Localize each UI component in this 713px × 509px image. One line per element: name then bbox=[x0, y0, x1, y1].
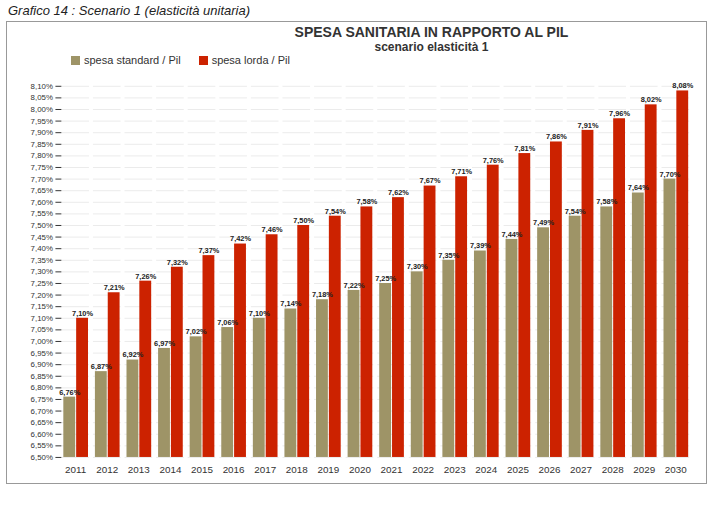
svg-text:7,45%: 7,45% bbox=[31, 233, 53, 242]
svg-text:2012: 2012 bbox=[96, 464, 118, 475]
svg-text:2023: 2023 bbox=[444, 464, 466, 475]
svg-text:2030: 2030 bbox=[665, 464, 687, 475]
svg-text:7,62%: 7,62% bbox=[388, 188, 409, 197]
svg-text:7,02%: 7,02% bbox=[186, 327, 207, 336]
svg-text:8,02%: 8,02% bbox=[641, 95, 662, 104]
svg-text:6,92%: 6,92% bbox=[122, 350, 143, 359]
svg-text:8,05%: 8,05% bbox=[31, 93, 53, 102]
svg-text:7,10%: 7,10% bbox=[31, 314, 53, 323]
svg-text:2029: 2029 bbox=[633, 464, 655, 475]
svg-text:7,50%: 7,50% bbox=[293, 216, 314, 225]
svg-text:7,06%: 7,06% bbox=[217, 318, 238, 327]
html-text:spesa lorda / Pil: spesa lorda / Pil bbox=[211, 54, 290, 66]
svg-text:8,10%: 8,10% bbox=[31, 82, 53, 91]
svg-text:7,35%: 7,35% bbox=[438, 251, 459, 260]
svg-text:7,20%: 7,20% bbox=[31, 291, 53, 300]
svg-text:7,67%: 7,67% bbox=[420, 176, 441, 185]
svg-text:8,00%: 8,00% bbox=[31, 105, 53, 114]
svg-text:7,85%: 7,85% bbox=[31, 140, 53, 149]
svg-text:2013: 2013 bbox=[128, 464, 150, 475]
svg-text:2016: 2016 bbox=[223, 464, 245, 475]
svg-text:6,65%: 6,65% bbox=[31, 418, 53, 427]
svg-text:7,10%: 7,10% bbox=[249, 309, 270, 318]
svg-text:7,14%: 7,14% bbox=[280, 299, 301, 308]
svg-text:7,44%: 7,44% bbox=[501, 230, 522, 239]
svg-text:2018: 2018 bbox=[286, 464, 308, 475]
svg-text:2019: 2019 bbox=[317, 464, 339, 475]
svg-text:2017: 2017 bbox=[254, 464, 276, 475]
svg-text:6,50%: 6,50% bbox=[31, 453, 53, 462]
svg-text:7,26%: 7,26% bbox=[135, 272, 156, 281]
svg-text:8,08%: 8,08% bbox=[672, 81, 693, 90]
svg-text:2014: 2014 bbox=[159, 464, 181, 475]
svg-text:7,25%: 7,25% bbox=[31, 279, 53, 288]
svg-text:2011: 2011 bbox=[65, 464, 86, 475]
svg-text:7,91%: 7,91% bbox=[578, 121, 599, 130]
svg-text:7,86%: 7,86% bbox=[546, 132, 567, 141]
svg-text:7,49%: 7,49% bbox=[533, 218, 554, 227]
svg-text:7,05%: 7,05% bbox=[31, 325, 53, 334]
svg-text:7,39%: 7,39% bbox=[470, 241, 491, 250]
svg-text:7,30%: 7,30% bbox=[407, 262, 428, 271]
svg-text:7,60%: 7,60% bbox=[31, 198, 53, 207]
svg-text:6,55%: 6,55% bbox=[31, 441, 53, 450]
svg-text:6,97%: 6,97% bbox=[154, 339, 175, 348]
svg-text:7,65%: 7,65% bbox=[31, 186, 53, 195]
svg-text:7,15%: 7,15% bbox=[31, 302, 53, 311]
svg-text:7,75%: 7,75% bbox=[31, 163, 53, 172]
svg-text:7,81%: 7,81% bbox=[514, 144, 535, 153]
svg-text:7,40%: 7,40% bbox=[31, 244, 53, 253]
svg-text:2022: 2022 bbox=[412, 464, 434, 475]
svg-text:6,85%: 6,85% bbox=[31, 372, 53, 381]
svg-text:7,55%: 7,55% bbox=[31, 209, 53, 218]
svg-text:7,21%: 7,21% bbox=[104, 283, 125, 292]
svg-text:7,50%: 7,50% bbox=[31, 221, 53, 230]
svg-text:6,95%: 6,95% bbox=[31, 349, 53, 358]
svg-text:7,70%: 7,70% bbox=[31, 175, 53, 184]
svg-text:6,70%: 6,70% bbox=[31, 407, 53, 416]
svg-text:2020: 2020 bbox=[349, 464, 371, 475]
svg-text:7,30%: 7,30% bbox=[31, 267, 53, 276]
svg-text:7,35%: 7,35% bbox=[31, 256, 53, 265]
svg-text:7,90%: 7,90% bbox=[31, 128, 53, 137]
svg-text:7,58%: 7,58% bbox=[356, 197, 377, 206]
svg-text:2026: 2026 bbox=[539, 464, 561, 475]
svg-text:6,75%: 6,75% bbox=[31, 395, 53, 404]
html-text:scenario elasticità 1: scenario elasticità 1 bbox=[374, 40, 489, 54]
svg-text:7,18%: 7,18% bbox=[312, 290, 333, 299]
svg-text:7,32%: 7,32% bbox=[167, 258, 188, 267]
svg-text:7,76%: 7,76% bbox=[483, 156, 504, 165]
svg-text:6,80%: 6,80% bbox=[31, 383, 53, 392]
svg-text:7,42%: 7,42% bbox=[230, 234, 251, 243]
svg-text:6,60%: 6,60% bbox=[31, 430, 53, 439]
svg-text:7,25%: 7,25% bbox=[375, 274, 396, 283]
html-text:spesa standard / Pil: spesa standard / Pil bbox=[84, 54, 181, 66]
svg-text:6,90%: 6,90% bbox=[31, 360, 53, 369]
svg-text:7,71%: 7,71% bbox=[451, 167, 472, 176]
svg-text:2024: 2024 bbox=[475, 464, 497, 475]
svg-text:7,80%: 7,80% bbox=[31, 151, 53, 160]
svg-text:7,10%: 7,10% bbox=[72, 309, 93, 318]
svg-text:7,96%: 7,96% bbox=[609, 109, 630, 118]
svg-text:7,70%: 7,70% bbox=[659, 170, 680, 179]
svg-text:7,37%: 7,37% bbox=[198, 246, 219, 255]
svg-text:7,46%: 7,46% bbox=[262, 225, 283, 234]
svg-text:2025: 2025 bbox=[507, 464, 529, 475]
svg-text:2028: 2028 bbox=[602, 464, 624, 475]
svg-text:2027: 2027 bbox=[570, 464, 592, 475]
svg-text:7,00%: 7,00% bbox=[31, 337, 53, 346]
svg-text:6,87%: 6,87% bbox=[91, 362, 112, 371]
svg-text:7,22%: 7,22% bbox=[344, 281, 365, 290]
svg-text:7,54%: 7,54% bbox=[565, 207, 586, 216]
svg-text:7,95%: 7,95% bbox=[31, 117, 53, 126]
html-text:Grafico 14 : Scenario 1 (elast: Grafico 14 : Scenario 1 (elasticità unit… bbox=[8, 3, 251, 18]
html-text:SPESA SANITARIA IN RAPPORTO AL: SPESA SANITARIA IN RAPPORTO AL PIL bbox=[294, 24, 569, 40]
svg-text:6,76%: 6,76% bbox=[59, 388, 80, 397]
svg-text:2021: 2021 bbox=[381, 464, 403, 475]
svg-text:7,64%: 7,64% bbox=[628, 183, 649, 192]
svg-text:7,54%: 7,54% bbox=[325, 207, 346, 216]
svg-text:2015: 2015 bbox=[191, 464, 213, 475]
svg-text:7,58%: 7,58% bbox=[596, 197, 617, 206]
